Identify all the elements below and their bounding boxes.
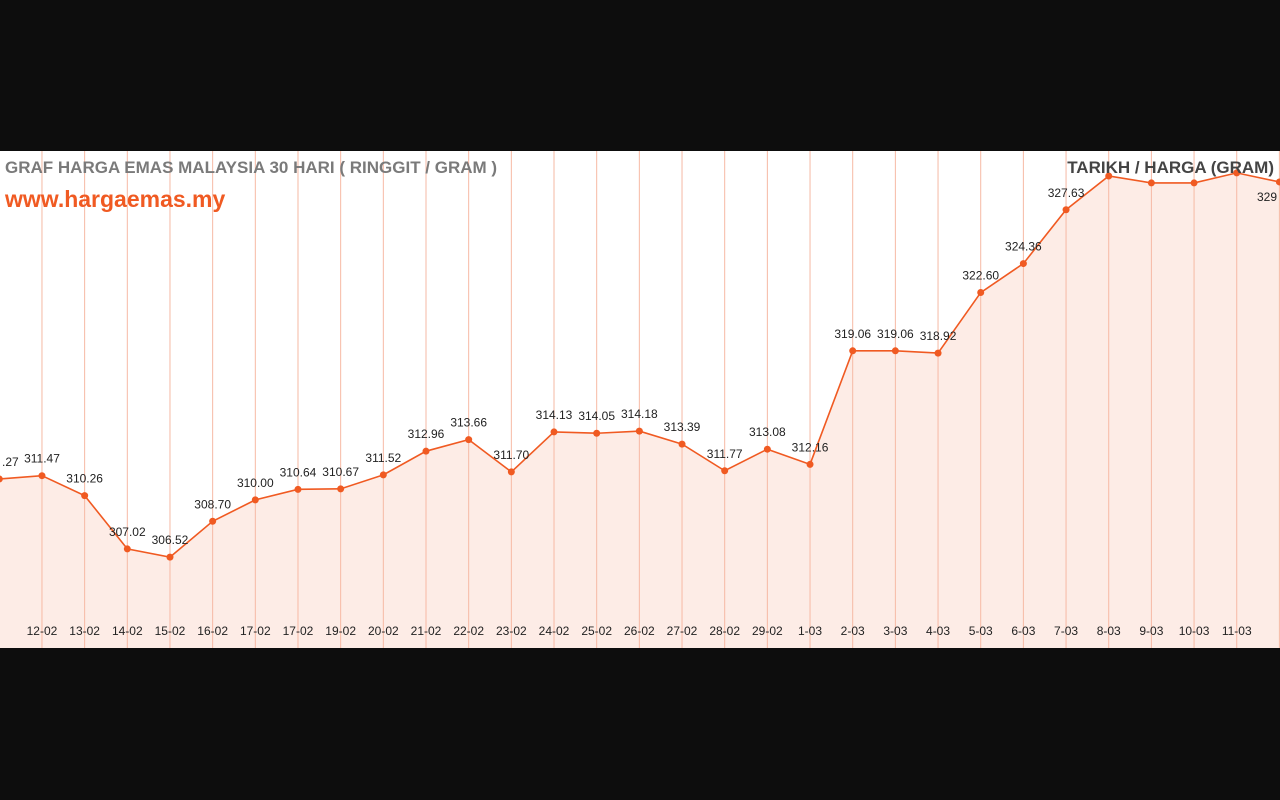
data-label: 308.70 [194,497,231,511]
data-point [123,545,131,553]
data-point [1275,178,1280,186]
data-point [379,471,387,479]
data-label: 312.96 [408,427,445,441]
x-tick-label: 22-02 [453,624,484,638]
x-tick-label: 12-02 [27,624,58,638]
x-tick-label: 5-03 [969,624,993,638]
data-label: 324.36 [1005,240,1042,254]
data-label: 311.70 [493,448,529,462]
data-point [81,492,89,500]
x-tick-label: 17-02 [240,624,271,638]
x-tick-label: 7-03 [1054,624,1078,638]
data-label: 314.05 [578,409,615,423]
x-tick-label: 16-02 [197,624,228,638]
data-label: 310.67 [322,465,359,479]
x-tick-label: 25-02 [581,624,612,638]
data-point [251,496,259,504]
data-point [593,429,601,437]
data-label: 310.64 [280,465,317,479]
data-label: 311.52 [365,451,401,465]
data-label: 322.60 [962,269,999,283]
data-point [337,485,345,493]
data-label: 319.06 [834,327,871,341]
data-label: 306.52 [152,533,189,547]
data-point [294,485,302,493]
data-point [1019,260,1027,268]
data-point [1062,206,1070,214]
x-tick-label: 20-02 [368,624,399,638]
data-point [465,436,473,444]
data-point [507,468,515,476]
x-tick-label: 27-02 [667,624,698,638]
site-url: www.hargaemas.my [5,186,226,212]
x-tick-label: 15-02 [155,624,186,638]
x-tick-label: 23-02 [496,624,527,638]
x-tick-label: 10-03 [1179,624,1210,638]
x-tick-label: 29-02 [752,624,783,638]
data-label: 319.06 [877,327,914,341]
data-point [0,475,3,483]
x-tick-label: 11-03 [1222,624,1252,638]
data-point [1105,172,1113,180]
chart-plot: .27 311.47 12-02 310.26 13-02 307.02 14-02 306.… [0,151,1280,648]
data-label: 312.16 [792,440,829,454]
data-point [977,289,985,297]
data-point [934,349,942,357]
data-label: 311.77 [707,447,743,461]
x-tick-label: 26-02 [624,624,655,638]
data-point [1233,169,1241,177]
data-label: 318.92 [920,329,957,343]
gold-price-chart: .27 311.47 12-02 310.26 13-02 307.02 14-02 306.… [0,151,1280,648]
x-tick-label: 24-02 [539,624,570,638]
x-tick-label: 9-03 [1139,624,1163,638]
data-point [721,467,729,475]
data-label: 313.39 [664,420,701,434]
x-tick-label: 6-03 [1011,624,1035,638]
x-tick-label: 1-03 [798,624,822,638]
data-label: .27 [2,455,19,469]
data-point [38,472,46,480]
data-point [763,445,771,453]
data-point [1190,179,1198,187]
data-point [1147,179,1155,187]
data-point [422,447,430,455]
data-point [806,460,814,468]
x-tick-label: 19-02 [325,624,356,638]
data-point [550,428,558,436]
data-label: 313.66 [450,416,487,430]
x-tick-label: 21-02 [411,624,442,638]
x-tick-label: 4-03 [926,624,950,638]
x-tick-label: 13-02 [69,624,100,638]
data-point [209,517,217,525]
data-label: 314.18 [621,407,658,421]
area-fill [0,172,1280,648]
data-point [678,440,686,448]
data-label: 314.13 [536,408,573,422]
data-label: 310.00 [237,476,274,490]
x-tick-label: 2-03 [841,624,865,638]
data-point [891,347,899,355]
x-tick-label: 17-02 [283,624,314,638]
x-tick-label: 14-02 [112,624,143,638]
data-label: 311.47 [24,452,60,466]
data-label: 327.63 [1048,186,1085,200]
data-label: 313.08 [749,425,786,439]
x-tick-label: 3-03 [883,624,907,638]
x-tick-label: 28-02 [709,624,740,638]
x-tick-label: 8-03 [1097,624,1121,638]
data-label: 307.02 [109,525,146,539]
data-point [166,553,174,561]
data-point [635,427,643,435]
data-label: 310.26 [66,472,103,486]
data-label: 329 [1257,190,1277,204]
chart-title: GRAF HARGA EMAS MALAYSIA 30 HARI ( RINGG… [5,158,498,177]
data-point [849,347,857,355]
legend-label: TARIKH / HARGA (GRAM) [1067,158,1274,177]
